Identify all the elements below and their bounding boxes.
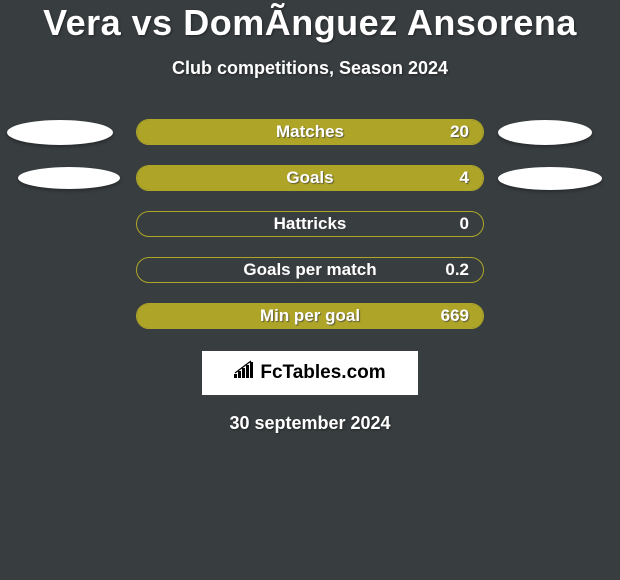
stat-label: Goals per match [137, 260, 483, 280]
stat-bar: Min per goal669 [136, 303, 484, 329]
page-subtitle: Club competitions, Season 2024 [0, 58, 620, 79]
stat-bar: Hattricks0 [136, 211, 484, 237]
stat-label: Matches [137, 122, 483, 142]
date-text: 30 september 2024 [0, 413, 620, 434]
stat-value: 669 [441, 306, 469, 326]
stat-row: Hattricks0 [0, 211, 620, 237]
stat-bar: Goals per match0.2 [136, 257, 484, 283]
player-right-marker [498, 120, 592, 145]
stat-bar: Goals4 [136, 165, 484, 191]
logo-box: FcTables.com [202, 351, 418, 395]
player-right-marker [498, 167, 602, 190]
page-title: Vera vs DomÃ­nguez Ansorena [0, 2, 620, 44]
stat-value: 0 [460, 214, 469, 234]
stat-label: Hattricks [137, 214, 483, 234]
logo-text: FcTables.com [260, 362, 385, 384]
stat-label: Min per goal [137, 306, 483, 326]
logo: FcTables.com [234, 360, 385, 386]
player-left-marker [7, 120, 113, 145]
stat-row: Matches20 [0, 119, 620, 145]
stat-value: 20 [450, 122, 469, 142]
stat-value: 0.2 [445, 260, 469, 280]
stat-row: Goals4 [0, 165, 620, 191]
bar-chart-icon [234, 360, 256, 386]
stat-label: Goals [137, 168, 483, 188]
stat-row: Goals per match0.2 [0, 257, 620, 283]
stat-row: Min per goal669 [0, 303, 620, 329]
player-left-marker [18, 167, 120, 189]
stat-value: 4 [460, 168, 469, 188]
root-container: Vera vs DomÃ­nguez Ansorena Club competi… [0, 0, 620, 434]
stat-bar: Matches20 [136, 119, 484, 145]
stats-area: Matches20 Goals4 Hattricks0 Goals per match… [0, 119, 620, 329]
